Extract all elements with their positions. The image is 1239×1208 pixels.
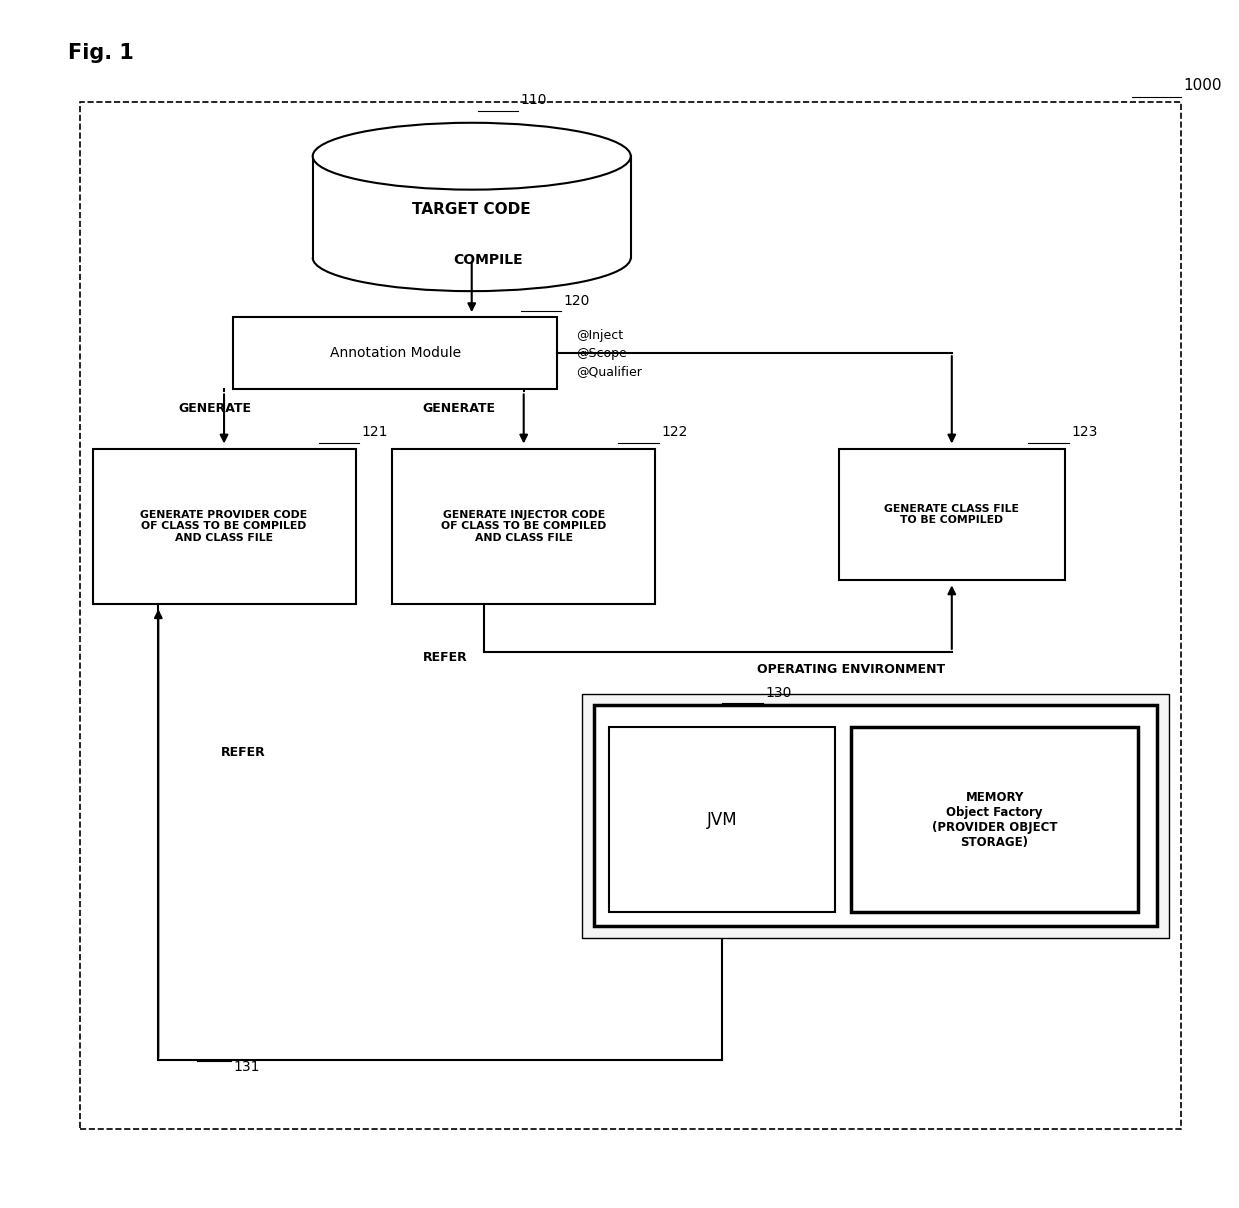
FancyBboxPatch shape: [233, 318, 558, 389]
Text: @Inject
@Scope
@Qualifier: @Inject @Scope @Qualifier: [576, 329, 642, 378]
FancyBboxPatch shape: [393, 448, 655, 604]
Text: 1000: 1000: [1183, 79, 1222, 93]
Text: OPERATING ENVIRONMENT: OPERATING ENVIRONMENT: [757, 663, 945, 675]
Text: 131: 131: [233, 1061, 260, 1074]
Text: 123: 123: [1070, 425, 1098, 440]
Text: 120: 120: [564, 294, 590, 308]
FancyBboxPatch shape: [851, 727, 1139, 912]
FancyBboxPatch shape: [593, 705, 1157, 927]
Text: 110: 110: [520, 93, 548, 108]
Text: GENERATE INJECTOR CODE
OF CLASS TO BE COMPILED
AND CLASS FILE: GENERATE INJECTOR CODE OF CLASS TO BE CO…: [441, 510, 606, 542]
Text: Annotation Module: Annotation Module: [330, 347, 461, 360]
Text: 121: 121: [362, 425, 388, 440]
FancyBboxPatch shape: [582, 693, 1168, 939]
Text: 130: 130: [766, 685, 792, 699]
Text: COMPILE: COMPILE: [453, 254, 523, 267]
Text: GENERATE CLASS FILE
TO BE COMPILED: GENERATE CLASS FILE TO BE COMPILED: [885, 504, 1020, 525]
FancyBboxPatch shape: [839, 448, 1066, 580]
Text: MEMORY
Object Factory
(PROVIDER OBJECT
STORAGE): MEMORY Object Factory (PROVIDER OBJECT S…: [932, 790, 1057, 848]
Text: Fig. 1: Fig. 1: [68, 42, 134, 63]
Text: GENERATE: GENERATE: [178, 402, 252, 416]
FancyBboxPatch shape: [93, 448, 356, 604]
FancyBboxPatch shape: [608, 727, 835, 912]
Ellipse shape: [312, 123, 631, 190]
Text: 122: 122: [662, 425, 688, 440]
Text: JVM: JVM: [706, 811, 737, 829]
Text: GENERATE PROVIDER CODE
OF CLASS TO BE COMPILED
AND CLASS FILE: GENERATE PROVIDER CODE OF CLASS TO BE CO…: [140, 510, 307, 542]
Text: REFER: REFER: [221, 747, 265, 760]
Text: GENERATE: GENERATE: [422, 402, 496, 416]
Text: REFER: REFER: [422, 651, 467, 663]
Text: TARGET CODE: TARGET CODE: [413, 202, 532, 217]
